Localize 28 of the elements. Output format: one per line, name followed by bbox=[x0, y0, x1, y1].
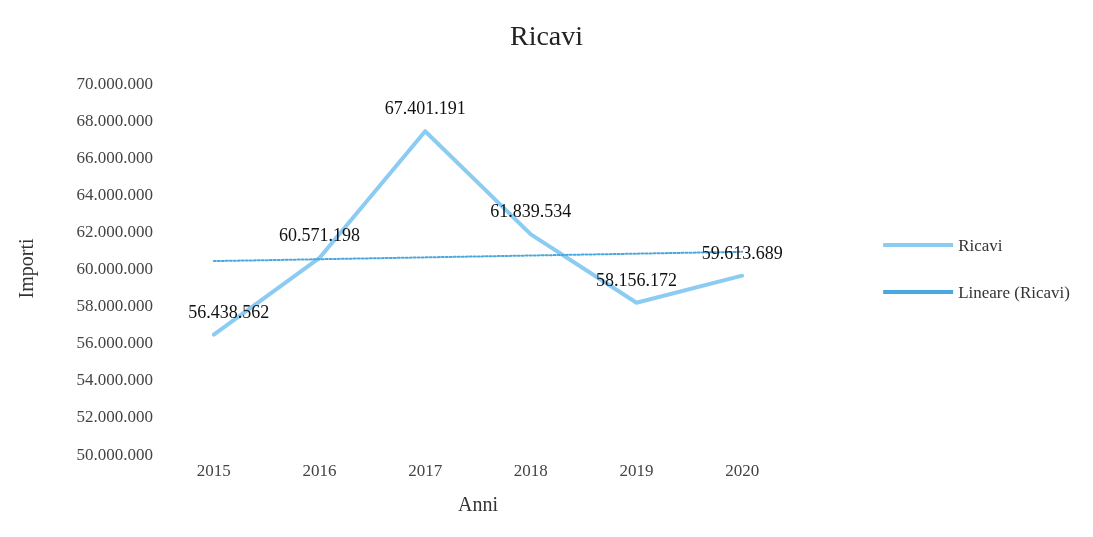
y-tick-label: 66.000.000 bbox=[76, 147, 153, 167]
data-label: 56.438.562 bbox=[188, 301, 270, 322]
x-tick-label: 2015 bbox=[196, 461, 231, 480]
y-tick-label: 56.000.000 bbox=[76, 333, 153, 353]
data-label: 59.613.689 bbox=[701, 242, 783, 263]
y-tick-label: 68.000.000 bbox=[76, 110, 153, 130]
x-tick-label: 2020 bbox=[725, 461, 760, 480]
y-tick-label: 54.000.000 bbox=[76, 370, 153, 390]
y-tick-label: 60.000.000 bbox=[76, 259, 153, 278]
y-tick-label: 52.000.000 bbox=[76, 407, 153, 427]
y-tick-label: 62.000.000 bbox=[76, 221, 153, 241]
y-tick-label: 64.000.000 bbox=[76, 184, 153, 204]
x-axis-title: Anni bbox=[458, 493, 499, 515]
x-tick-label: 2016 bbox=[302, 461, 337, 480]
data-label: 67.401.191 bbox=[384, 98, 466, 119]
data-label: 60.571.198 bbox=[279, 224, 360, 245]
y-tick-label: 50.000.000 bbox=[76, 444, 153, 464]
legend-label: Ricavi bbox=[958, 235, 1003, 255]
x-tick-label: 2018 bbox=[513, 461, 548, 480]
y-tick-label: 70.000.000 bbox=[76, 73, 153, 93]
chart-title: Ricavi bbox=[509, 19, 584, 51]
legend-label: Lineare (Ricavi) bbox=[958, 282, 1071, 302]
data-label: 58.156.172 bbox=[596, 269, 677, 290]
data-label: 61.839.534 bbox=[490, 201, 572, 222]
y-tick-label: 58.000.000 bbox=[76, 296, 153, 316]
x-tick-label: 2019 bbox=[619, 461, 654, 480]
x-tick-label: 2017 bbox=[408, 461, 443, 480]
y-axis-title: Importi bbox=[15, 238, 38, 299]
